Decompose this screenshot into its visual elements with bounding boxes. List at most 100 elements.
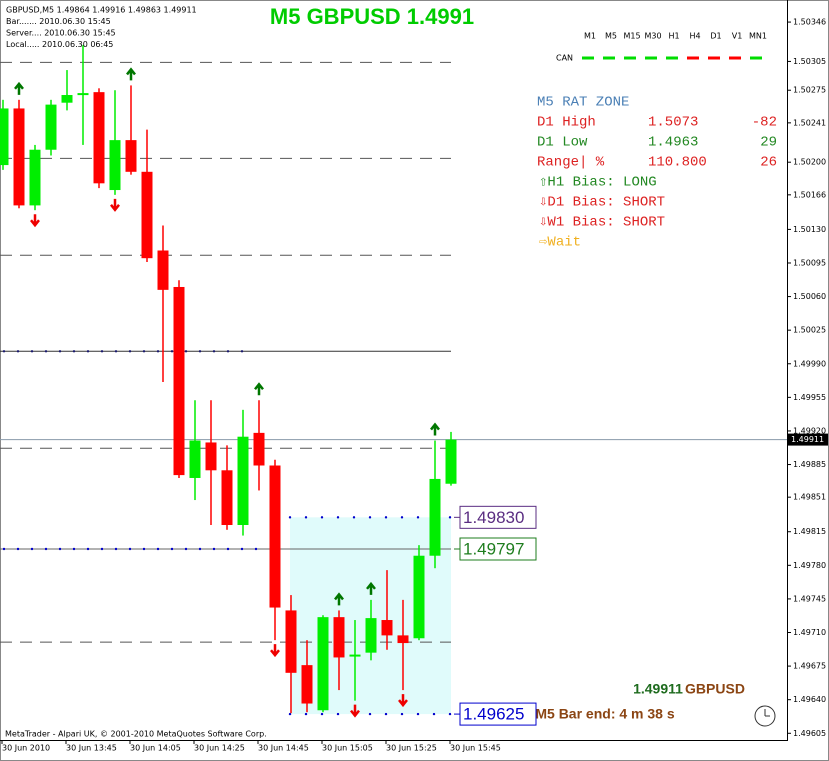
level-dot — [86, 547, 90, 551]
candle-body — [205, 442, 217, 471]
zone-dot — [352, 516, 356, 519]
level-dot — [170, 350, 174, 353]
y-tick-label: 1.49780 — [793, 561, 826, 570]
level-dot — [198, 547, 202, 551]
zone-dot — [288, 516, 292, 519]
y-tick-label: 1.50305 — [793, 57, 826, 66]
level-dot — [16, 547, 20, 551]
footer-price: 1.49911 — [633, 681, 683, 697]
level-dot — [2, 547, 6, 551]
candle-body — [189, 440, 201, 478]
level-dot — [226, 547, 230, 551]
level-dot — [16, 350, 20, 353]
down-arrow — [110, 198, 120, 212]
timeframe-label: H1 — [668, 32, 679, 41]
candle-body — [141, 171, 153, 259]
level-dot — [30, 350, 34, 353]
level-dot — [254, 547, 258, 551]
candle-body — [253, 432, 265, 466]
footer-symbol: GBPUSD — [685, 681, 745, 697]
y-tick-label: 1.49990 — [793, 359, 826, 368]
y-tick-label: 1.49675 — [793, 662, 826, 671]
panel-cell: -82 — [752, 115, 777, 131]
candle-body — [397, 635, 409, 644]
level-dot — [212, 547, 216, 551]
level-dot — [100, 547, 104, 551]
level-dot — [114, 350, 118, 353]
zone-dot — [368, 516, 372, 519]
up-arrow — [254, 382, 264, 396]
candle-body — [173, 286, 185, 476]
level-dot — [44, 350, 48, 353]
panel-cell: Range| % — [537, 155, 605, 171]
level-dot — [30, 547, 34, 551]
candle-body — [221, 470, 233, 526]
panel-title: M5 RAT ZONE — [537, 95, 629, 111]
copyright: MetaTrader - Alpari UK, © 2001-2010 Meta… — [5, 730, 267, 739]
timeframe-label: D1 — [710, 32, 721, 41]
level-dot — [226, 350, 230, 353]
panel-cell: D1 Low — [537, 135, 588, 151]
level-dot — [100, 350, 104, 353]
up-arrow — [126, 67, 136, 81]
zone-label-box — [459, 505, 537, 529]
info-line: GBPUSD,M5 1.49864 1.49916 1.49863 1.4991… — [6, 6, 197, 15]
candle-body — [77, 93, 89, 96]
zone-label: 1.49797 — [463, 539, 524, 558]
x-tick-label: 30 Jun 2010 — [2, 744, 50, 753]
x-tick-label: 30 Jun 15:05 — [322, 744, 373, 753]
timeframe-label: MN1 — [749, 32, 767, 41]
y-tick-label: 1.50200 — [793, 158, 826, 167]
y-tick-label: 1.50241 — [793, 118, 826, 127]
zone-dot — [368, 712, 372, 716]
zone-dot — [432, 712, 436, 716]
bias-line: ⇨Wait — [539, 235, 581, 251]
level-dot — [240, 547, 244, 551]
x-tick-label: 30 Jun 14:25 — [194, 744, 245, 753]
y-tick-label: 1.49851 — [793, 493, 826, 502]
x-tick-label: 30 Jun 13:45 — [66, 744, 117, 753]
y-tick-label: 1.50025 — [793, 326, 826, 335]
level-dot — [212, 350, 216, 353]
bias-line: ⇩D1 Bias: SHORT — [539, 195, 665, 211]
zone-dot — [448, 516, 452, 519]
zone-dot — [288, 712, 292, 716]
zone-dot — [384, 712, 388, 716]
candle-body — [413, 555, 425, 639]
down-arrow — [398, 694, 408, 708]
level-dot — [114, 547, 118, 551]
panel-cell: 1.4963 — [648, 135, 698, 151]
zone-label: 1.49625 — [463, 705, 524, 724]
timeframe-label: M1 — [584, 32, 596, 41]
bar-end: M5 Bar end: 4 m 38 s — [535, 706, 674, 722]
y-tick-label: 1.49885 — [793, 460, 826, 469]
candle-body — [13, 108, 25, 206]
y-tick-label: 1.50346 — [793, 18, 826, 27]
zone-label-box — [459, 537, 537, 561]
zone-dot — [416, 516, 420, 519]
panel-cell: 29 — [760, 135, 777, 151]
zone-dot — [400, 516, 404, 519]
y-tick-label: 1.49710 — [793, 628, 826, 637]
zone-dot — [320, 712, 324, 716]
price-tag-label: 1.49911 — [791, 435, 824, 444]
candle-body — [365, 618, 377, 653]
level-dot — [184, 350, 188, 353]
level-dot — [128, 547, 132, 551]
panel-cell: D1 High — [537, 115, 596, 131]
candle-body — [429, 478, 441, 556]
level-dot — [44, 547, 48, 551]
y-tick-label: 1.50166 — [793, 190, 826, 199]
y-tick-label: 1.50130 — [793, 225, 826, 234]
candle-body — [445, 439, 457, 484]
y-tick-label: 1.49920 — [793, 426, 826, 435]
y-tick-label: 1.49745 — [793, 594, 826, 603]
level-dot — [142, 350, 146, 353]
candle-body — [61, 95, 73, 103]
level-dot — [142, 547, 146, 551]
up-arrow — [430, 422, 440, 436]
clock-icon — [754, 705, 776, 727]
level-dot — [198, 350, 202, 353]
